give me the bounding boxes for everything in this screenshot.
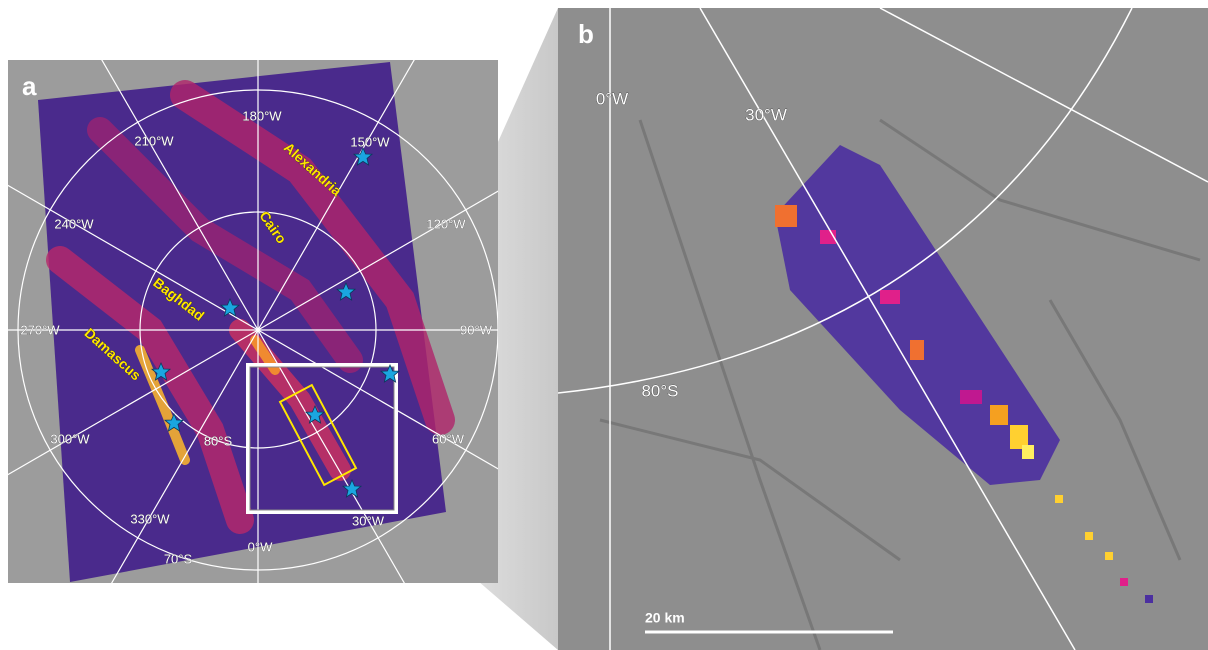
longitude-label: 150°W (350, 134, 390, 149)
figure: a 180°W 210°W 150°W 240°W 120°W 270°W 90… (0, 0, 1208, 650)
latitude-label: 70°S (164, 551, 193, 566)
latitude-label: 80°S (641, 381, 678, 400)
panel-label: b (578, 19, 594, 49)
scale-label: 20 km (645, 610, 685, 626)
latitude-label: 80°S (204, 433, 233, 448)
longitude-label: 270°W (20, 322, 60, 337)
longitude-label: 30°W (352, 513, 385, 528)
longitude-label: 210°W (134, 133, 174, 148)
longitude-label: 180°W (242, 108, 282, 123)
longitude-label: 60°W (432, 431, 465, 446)
longitude-label: 0°W (596, 89, 628, 108)
longitude-label: 90°W (460, 322, 493, 337)
panel-label: a (22, 71, 37, 101)
longitude-label: 120°W (426, 216, 466, 231)
longitude-label: 240°W (54, 216, 94, 231)
longitude-label: 300°W (50, 431, 90, 446)
longitude-label: 0°W (248, 539, 273, 554)
longitude-label: 330°W (130, 511, 170, 526)
longitude-label: 30°W (745, 105, 787, 124)
panel-b-map (558, 8, 1208, 650)
